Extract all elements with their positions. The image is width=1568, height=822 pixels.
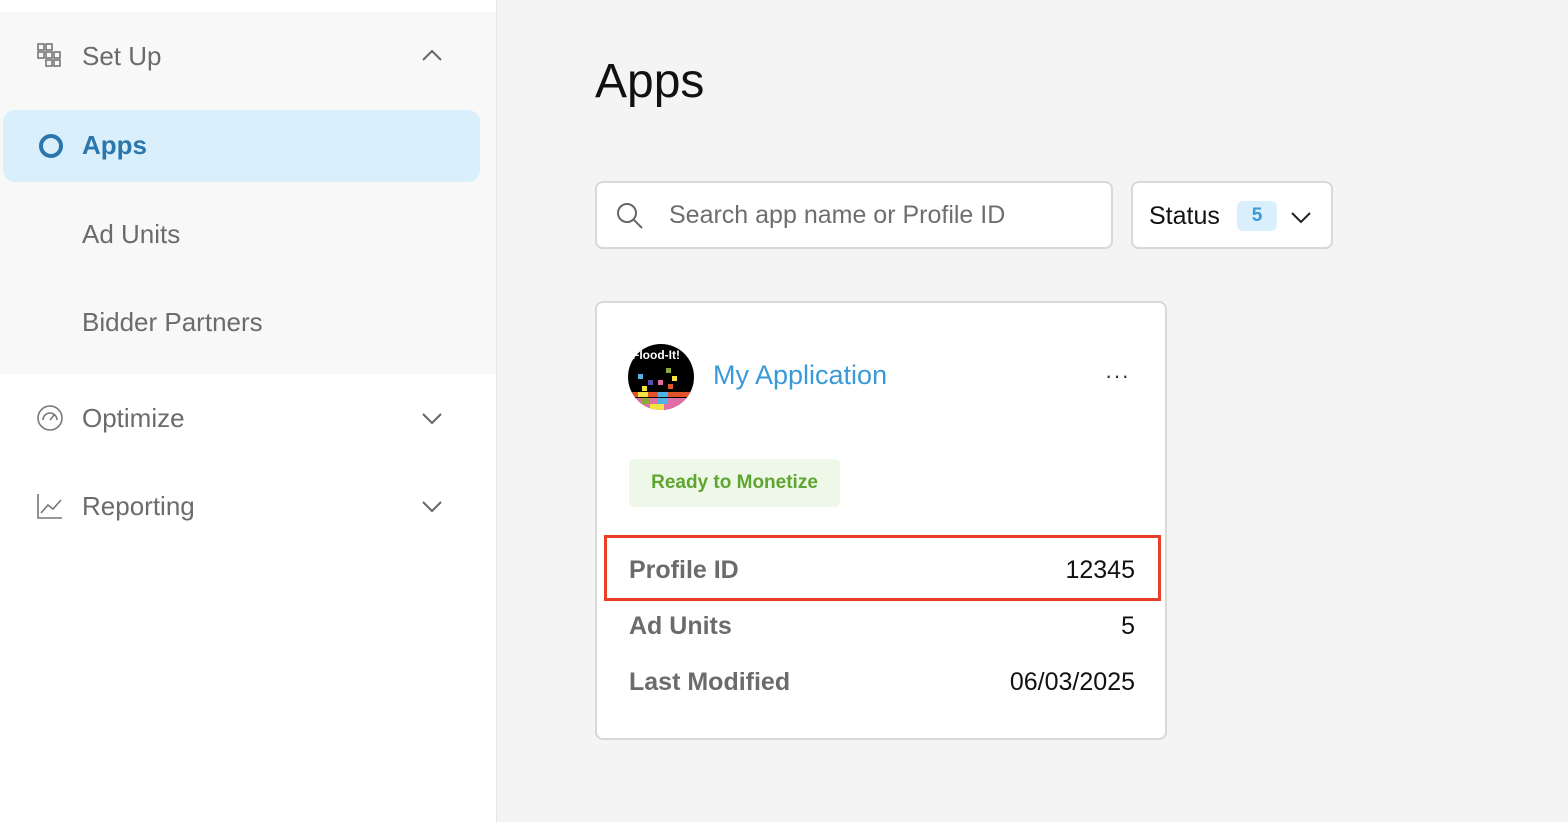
sidebar-item-label: Ad Units: [82, 218, 181, 249]
sidebar-item-bidder-partners[interactable]: Bidder Partners: [0, 304, 496, 340]
field-value: 5: [1121, 612, 1135, 640]
last-modified-row: Last Modified 06/03/2025: [629, 668, 1135, 697]
nav-optimize[interactable]: Optimize: [0, 400, 496, 436]
nav-reporting-label: Reporting: [82, 490, 195, 521]
chart-line-icon: [36, 492, 64, 520]
nav-setup[interactable]: Set Up: [0, 38, 496, 74]
nav-optimize-label: Optimize: [82, 402, 185, 433]
setup-group: [0, 12, 496, 374]
sidebar-item-apps[interactable]: Apps: [3, 110, 480, 182]
sidebar-item-label: Apps: [82, 130, 147, 160]
highlight-box: [604, 535, 1161, 601]
chevron-down-icon[interactable]: [420, 494, 444, 518]
field-value: 12345: [1065, 556, 1135, 584]
chevron-up-icon[interactable]: [420, 44, 444, 68]
nav-reporting[interactable]: Reporting: [0, 488, 496, 524]
app-name-link[interactable]: My Application: [713, 360, 888, 390]
field-label: Profile ID: [629, 556, 739, 584]
chevron-down-icon: [1291, 212, 1311, 224]
more-options-icon[interactable]: ···: [1105, 363, 1130, 388]
nav-setup-label: Set Up: [82, 40, 162, 71]
profile-id-row: Profile ID 12345: [629, 556, 1135, 585]
search-icon: [617, 203, 643, 229]
sidebar-item-label: Bidder Partners: [82, 306, 263, 337]
circle-icon: [39, 134, 63, 158]
chevron-down-icon[interactable]: [420, 406, 444, 430]
sidebar-item-ad-units[interactable]: Ad Units: [0, 216, 496, 252]
ad-units-row: Ad Units 5: [629, 612, 1135, 641]
search-input[interactable]: [669, 197, 1089, 233]
field-value: 06/03/2025: [1009, 668, 1135, 696]
app-logo: Flood-It!: [628, 344, 694, 410]
app-card[interactable]: Flood-It! My Application ··· Ready to Mo…: [595, 301, 1167, 740]
field-label: Last Modified: [629, 668, 791, 696]
status-badge: Ready to Monetize: [629, 459, 840, 507]
field-label: Ad Units: [629, 612, 732, 640]
status-count-badge: 5: [1237, 201, 1277, 231]
status-filter-label: Status: [1149, 202, 1220, 230]
gauge-icon: [36, 404, 64, 432]
sidebar: Set Up Apps Ad Units Bidder Partners Opt…: [0, 0, 497, 822]
page-title: Apps: [595, 55, 705, 108]
app-logo-text: Flood-It!: [632, 348, 680, 362]
grid-icon: [36, 42, 64, 70]
status-filter-dropdown[interactable]: Status 5: [1131, 181, 1333, 249]
search-box[interactable]: [595, 181, 1113, 249]
